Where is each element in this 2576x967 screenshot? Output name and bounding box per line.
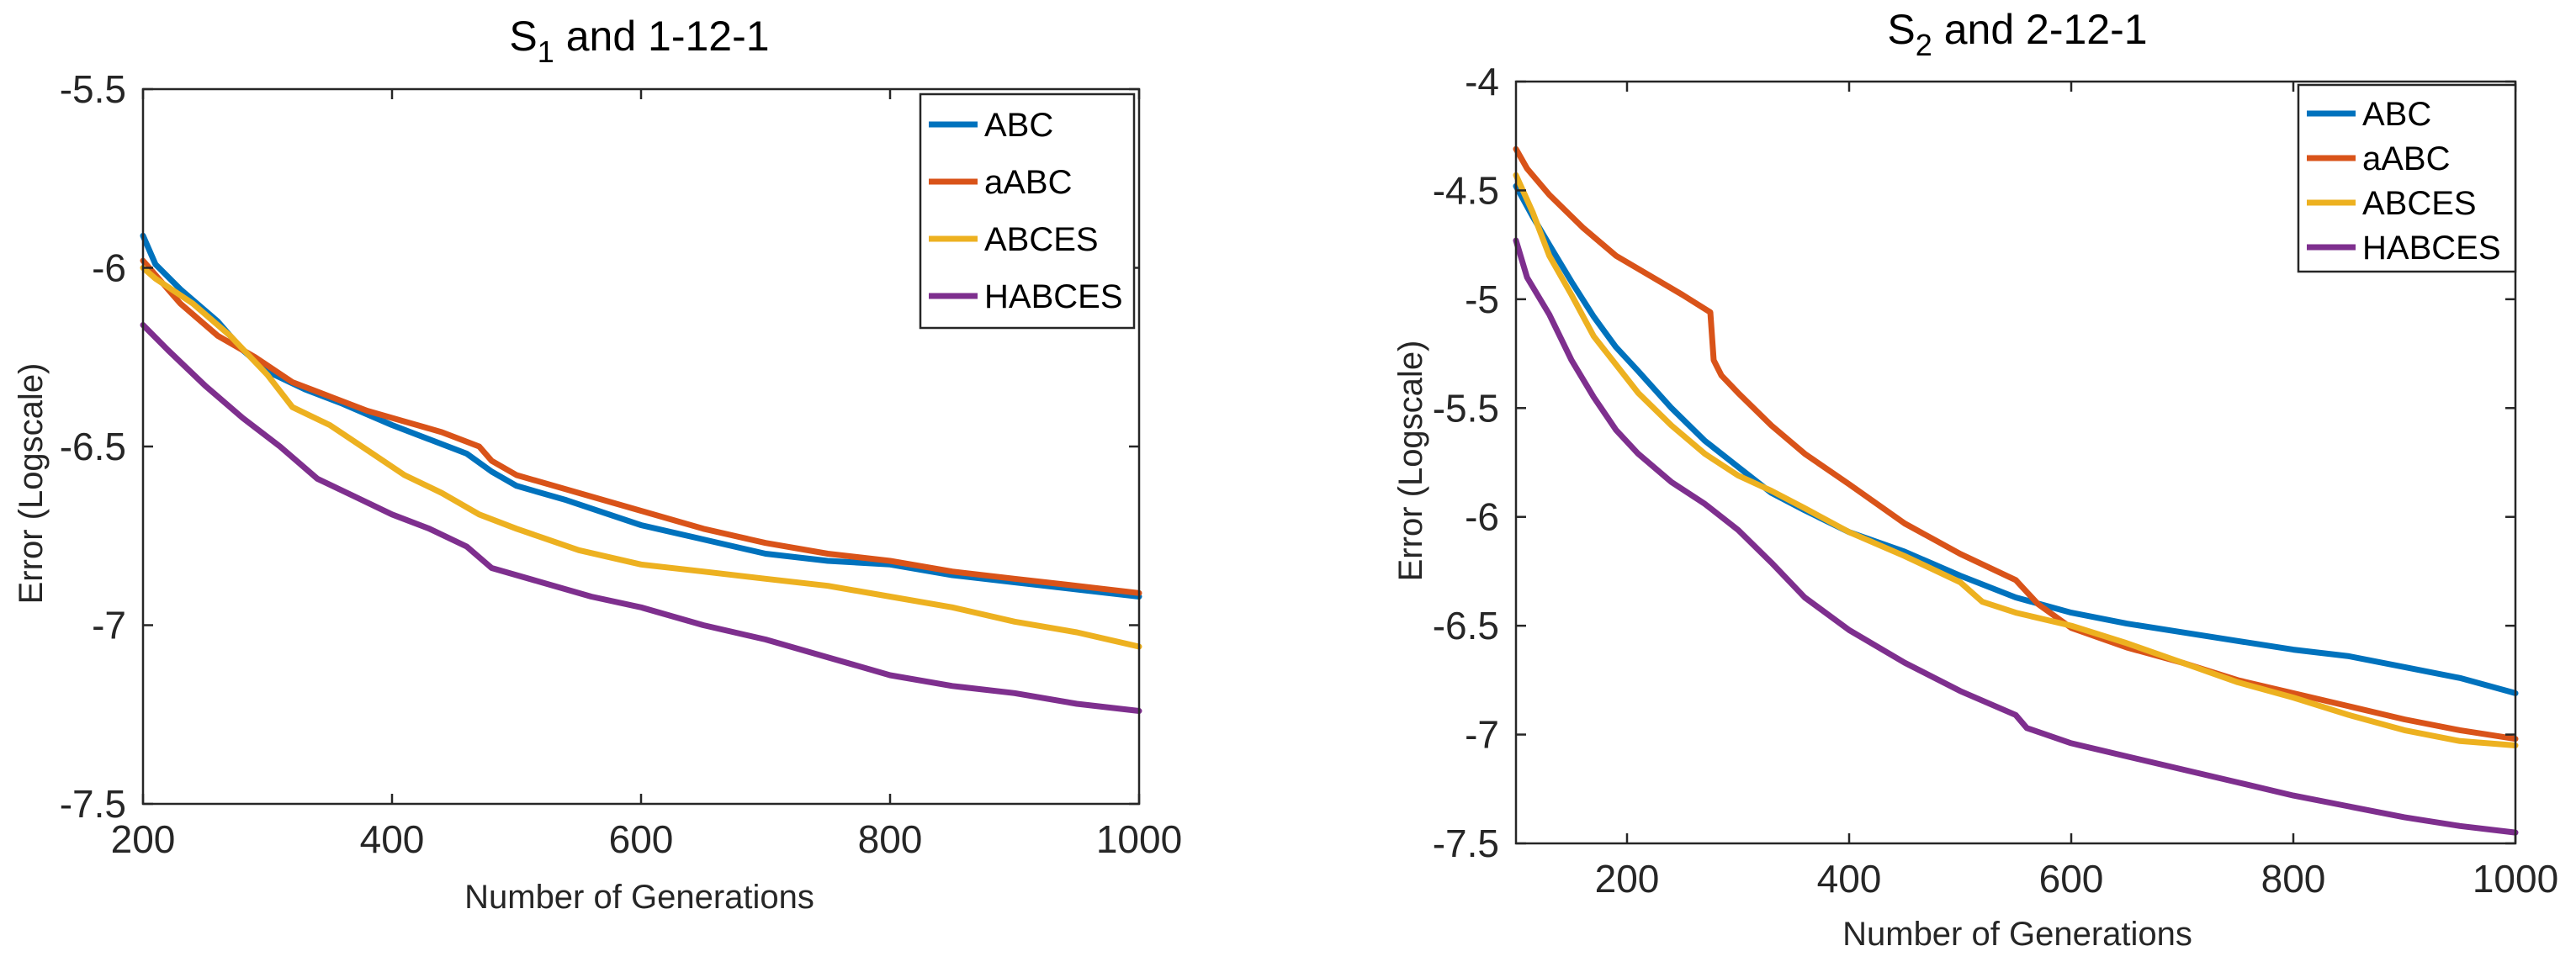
chart-s2: S2 and 2-12-1 Number of Generations Erro… [1392, 6, 2558, 953]
chart-title: S1 and 1-12-1 [509, 13, 769, 69]
y-tick-label: -7.5 [1433, 822, 1499, 865]
series-line-abces [1513, 172, 2519, 748]
series-line-habces [1513, 237, 2519, 836]
y-tick-label: -6.5 [1433, 604, 1499, 647]
legend-item: ABCES [929, 221, 1099, 258]
legend-box [919, 92, 1136, 330]
legend: ABC aABC ABCES HABCES [2297, 83, 2517, 273]
legend-item: aABC [929, 164, 1073, 201]
x-tick-label: 600 [609, 817, 674, 861]
y-tick-label: -7 [1465, 713, 1499, 757]
y-tick-label: -5.5 [1433, 386, 1499, 430]
x-tick-label: 400 [1817, 857, 1882, 901]
legend-label: aABC [984, 164, 1073, 201]
legend-label: ABCES [984, 221, 1099, 258]
legend-item: ABC [929, 107, 1053, 144]
y-axis-label: Error (Logscale) [13, 363, 50, 605]
y-tick-label: -5.5 [60, 67, 126, 111]
x-tick-label: 800 [2261, 857, 2326, 901]
series-line-aabc [1513, 145, 2519, 742]
y-tick-label: -4 [1465, 60, 1499, 103]
x-axis-label: Number of Generations [1842, 916, 2192, 953]
x-tick-label: 800 [858, 817, 923, 861]
legend-item: HABCES [929, 278, 1123, 315]
legend: ABC aABC ABCES HABCES [919, 92, 1136, 330]
legend-label: ABCES [2362, 185, 2477, 222]
x-tick-label: 1000 [2473, 857, 2558, 901]
axes-frame [1514, 80, 2517, 845]
y-tick-label: -7 [92, 604, 126, 647]
series-line-abces [140, 265, 1142, 650]
legend-item: aABC [2307, 140, 2451, 177]
legend-label: ABC [2362, 96, 2431, 133]
legend-label: ABC [984, 107, 1053, 144]
y-tick-label: -6.5 [60, 425, 126, 468]
chart-s1: S1 and 1-12-1 Number of Generations Erro… [13, 13, 1182, 916]
y-tick-label: -5 [1465, 277, 1499, 321]
legend-item: HABCES [2307, 230, 2501, 267]
x-tick-label: 400 [360, 817, 425, 861]
legend-label: aABC [2362, 140, 2451, 177]
chart-title: S2 and 2-12-1 [1887, 6, 2147, 62]
y-tick-label: -4.5 [1433, 168, 1499, 212]
x-tick-label: 200 [1595, 857, 1660, 901]
x-axis-label: Number of Generations [464, 879, 814, 916]
legend-label: HABCES [2362, 230, 2501, 267]
y-tick-label: -6 [1465, 495, 1499, 539]
legend-item: ABC [2307, 96, 2431, 133]
x-tick-label: 600 [2039, 857, 2104, 901]
x-tick-label: 1000 [1096, 817, 1182, 861]
series-line-habces [140, 322, 1142, 714]
y-tick-label: -6 [92, 246, 126, 290]
y-axis-label: Error (Logscale) [1392, 341, 1429, 582]
legend-item: ABCES [2307, 185, 2477, 222]
y-tick-label: -7.5 [60, 782, 126, 826]
legend-label: HABCES [984, 278, 1123, 315]
x-tick-label: 200 [111, 817, 176, 861]
